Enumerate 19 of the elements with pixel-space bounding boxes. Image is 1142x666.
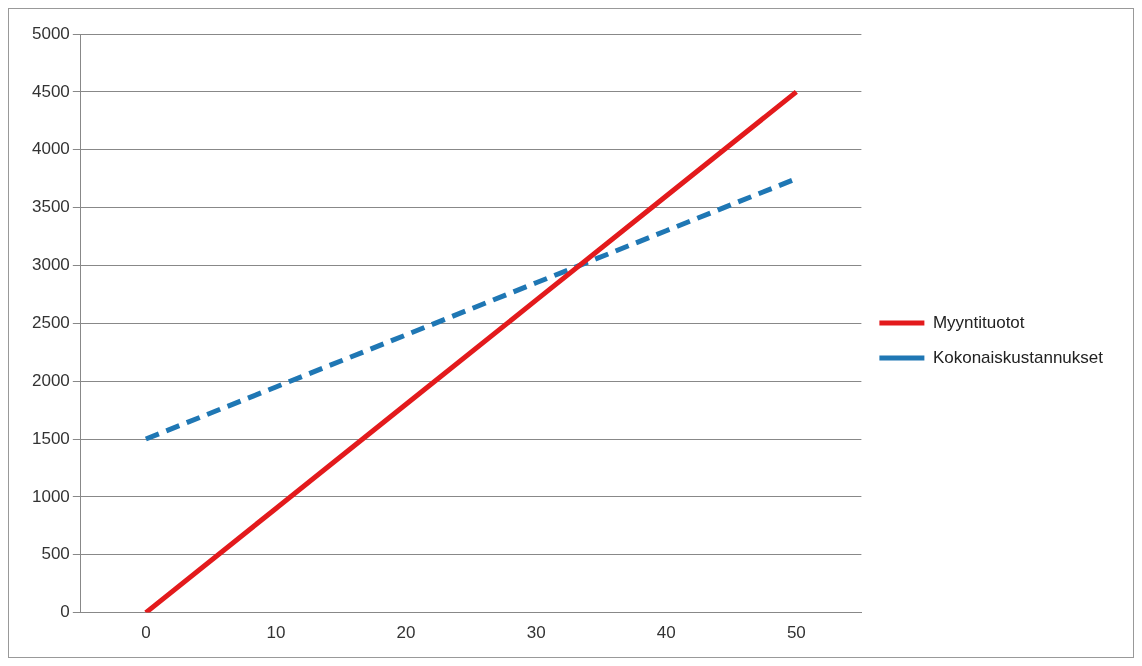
x-tick-label: 10 xyxy=(266,623,286,643)
y-tick-label: 3000 xyxy=(31,255,70,275)
legend-label: Kokonaiskustannukset xyxy=(932,347,1104,367)
y-tick-label: 3500 xyxy=(31,197,70,217)
y-tick-label: 4000 xyxy=(31,139,70,159)
y-tick-label: 4500 xyxy=(31,81,70,101)
y-tick-label: 2000 xyxy=(31,370,70,390)
y-tick-label: 2500 xyxy=(31,312,70,332)
x-tick-label: 0 xyxy=(141,623,151,643)
x-tick-label: 20 xyxy=(396,623,416,643)
y-tick-label: 1000 xyxy=(31,486,70,506)
x-tick-label: 30 xyxy=(526,623,546,643)
y-tick-label: 500 xyxy=(41,544,70,564)
x-tick-label: 40 xyxy=(656,623,676,643)
legend-label: Myyntituotot xyxy=(932,312,1025,332)
y-tick-label: 5000 xyxy=(31,23,70,43)
y-tick-label: 1500 xyxy=(31,428,70,448)
y-tick-label: 0 xyxy=(60,602,70,622)
x-tick-label: 50 xyxy=(786,623,806,643)
